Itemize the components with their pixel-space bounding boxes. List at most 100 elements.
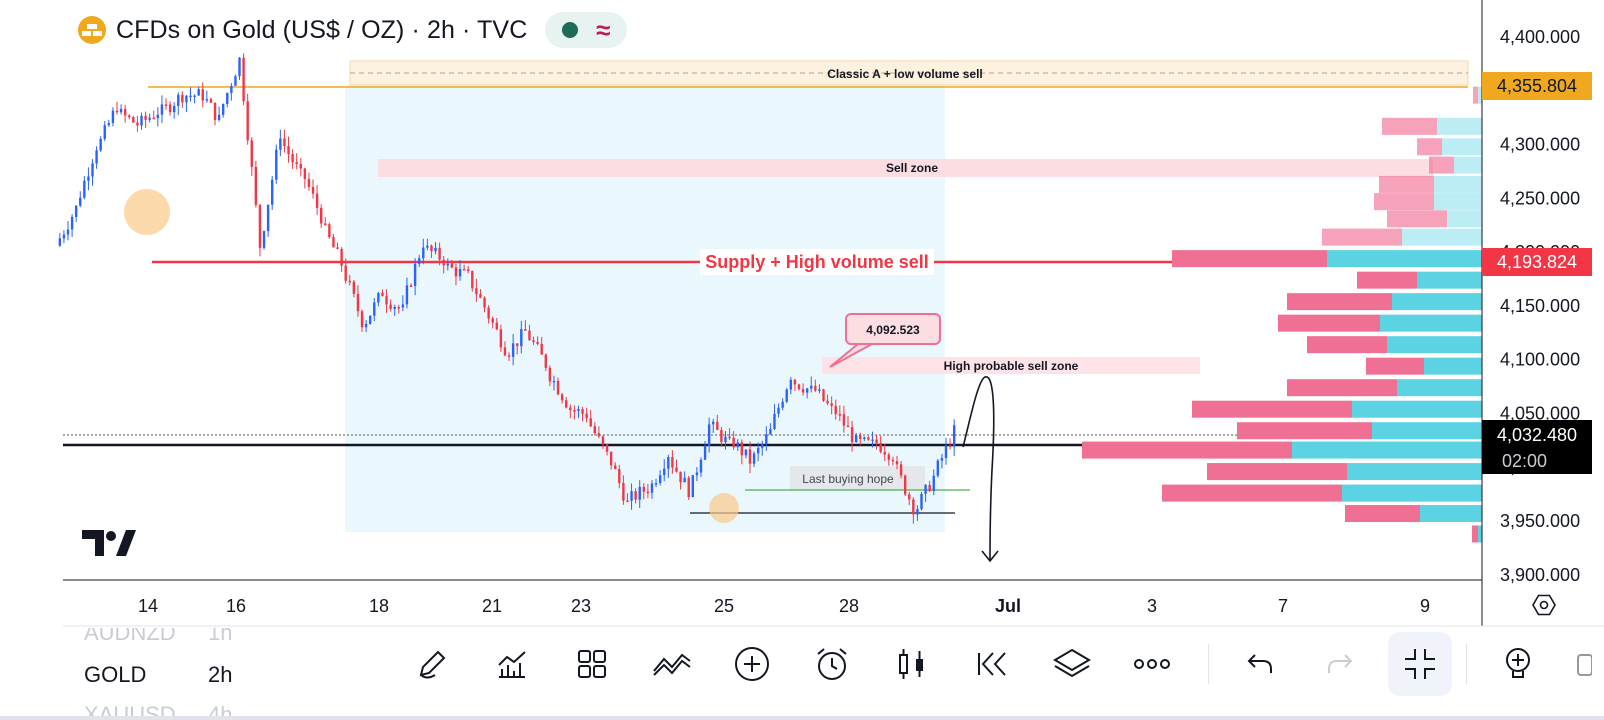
chart-header[interactable]: CFDs on Gold (US$ / OZ) · 2h · TVC ≈ <box>78 10 628 50</box>
candle-body <box>908 494 911 500</box>
candle-body <box>650 483 654 493</box>
symbol-row[interactable]: AUDNZD 1h <box>84 628 304 646</box>
candle-body <box>209 99 213 103</box>
candle-body <box>679 471 682 483</box>
grid-icon[interactable] <box>564 636 620 692</box>
collapse-icon[interactable] <box>1388 632 1452 696</box>
candle-body <box>185 95 188 103</box>
pencil-icon[interactable] <box>404 636 460 692</box>
candle-body <box>123 108 127 116</box>
overflow-icon[interactable] <box>1560 636 1604 692</box>
approx-wave-icon: ≈ <box>596 15 611 45</box>
candle-body <box>201 89 204 101</box>
candle-body <box>528 330 531 341</box>
symbol-name: AUDNZD <box>84 628 176 645</box>
candle-body <box>740 442 744 456</box>
candle-body <box>544 354 547 368</box>
alarm-icon[interactable] <box>804 636 860 692</box>
candle-body <box>728 436 731 439</box>
hexagon-settings-icon[interactable] <box>1532 594 1556 616</box>
symbol-tf: 2h <box>208 662 233 687</box>
candle-body <box>246 101 249 141</box>
candle-body <box>70 216 74 230</box>
candle-body <box>826 400 829 404</box>
vp-sell-bar <box>1472 525 1478 543</box>
candle-body <box>540 343 543 355</box>
time-tick-label: 16 <box>226 596 246 616</box>
candle-body <box>773 413 776 429</box>
symbol-row[interactable]: XAUUSD 4h <box>84 702 304 720</box>
status-pill[interactable]: ≈ <box>545 12 628 48</box>
vp-buy-bar <box>1292 441 1482 459</box>
vp-buy-bar <box>1478 86 1482 104</box>
layers-icon[interactable] <box>1044 636 1100 692</box>
candle-body <box>303 168 307 179</box>
vp-sell-bar <box>1287 293 1392 311</box>
time-tick-label: 14 <box>138 596 158 616</box>
candle-body <box>467 269 470 271</box>
candle-body <box>761 443 764 448</box>
candle-body <box>295 162 298 165</box>
candle-body <box>671 457 674 468</box>
indicators-icon[interactable] <box>484 636 540 692</box>
symbol-wheel[interactable]: AUDNZD 1h GOLD 2h XAUUSD 4h <box>84 628 304 720</box>
redo-icon[interactable] <box>1312 636 1368 692</box>
bottom-toolbar: AUDNZD 1h GOLD 2h XAUUSD 4h <box>0 628 1604 720</box>
candle-body <box>119 108 123 113</box>
candle-body <box>275 149 278 180</box>
candle-body <box>446 263 449 266</box>
vp-buy-bar <box>1420 505 1482 523</box>
candle-body <box>328 224 331 237</box>
vp-buy-bar <box>1347 463 1482 481</box>
ideas-icon[interactable] <box>1490 636 1546 692</box>
symbol-title[interactable]: CFDs on Gold (US$ / OZ) · 2h · TVC <box>116 15 528 44</box>
candle-body <box>695 472 699 476</box>
candle-body <box>99 138 102 151</box>
candle-body <box>687 477 690 498</box>
candle-body <box>699 459 703 473</box>
candle-body <box>364 323 368 328</box>
candle-body <box>822 389 825 401</box>
candle-body <box>548 367 552 382</box>
candle-body <box>883 451 886 455</box>
candles-group <box>58 53 956 524</box>
toolbar-separator <box>1208 644 1209 684</box>
symbol-name: XAUUSD <box>84 702 176 720</box>
callout-pointer <box>829 343 873 368</box>
candle-body <box>585 413 588 419</box>
candle-body <box>79 197 82 206</box>
vp-sell-bar <box>1387 210 1447 228</box>
candle-body <box>438 247 441 260</box>
candle-body <box>348 280 351 283</box>
vp-buy-bar <box>1327 250 1482 268</box>
replay-icon[interactable] <box>964 636 1020 692</box>
candle-body <box>413 263 417 286</box>
candle-body <box>736 442 739 448</box>
add-circle-icon[interactable] <box>724 636 780 692</box>
candle-body <box>197 89 200 96</box>
candle-body <box>646 491 650 494</box>
price-ticks: 4,400.0004,300.0004,250.0004,200.0004,15… <box>1500 27 1580 585</box>
gold-bars-icon <box>78 16 106 44</box>
more-icon[interactable] <box>1124 636 1180 692</box>
vp-sell-bar <box>1237 422 1372 440</box>
candle-body <box>144 115 147 120</box>
candle-body <box>867 437 870 440</box>
candle-body <box>511 343 515 357</box>
candle-body <box>238 57 241 77</box>
candle-body <box>920 493 923 510</box>
candle-body <box>287 145 290 155</box>
vp-buy-bar <box>1372 422 1482 440</box>
price-tick-label: 4,250.000 <box>1500 188 1580 208</box>
patterns-icon[interactable] <box>644 636 700 692</box>
supply-label-bg <box>700 249 934 275</box>
undo-icon[interactable] <box>1232 636 1288 692</box>
candles-icon[interactable] <box>884 636 940 692</box>
vp-buy-bar <box>1478 525 1482 543</box>
vp-buy-bar <box>1402 228 1482 246</box>
time-tick-label: 3 <box>1147 596 1157 616</box>
candle-body <box>499 329 503 348</box>
symbol-row-selected[interactable]: GOLD 2h <box>84 662 304 688</box>
candle-body <box>221 103 225 115</box>
